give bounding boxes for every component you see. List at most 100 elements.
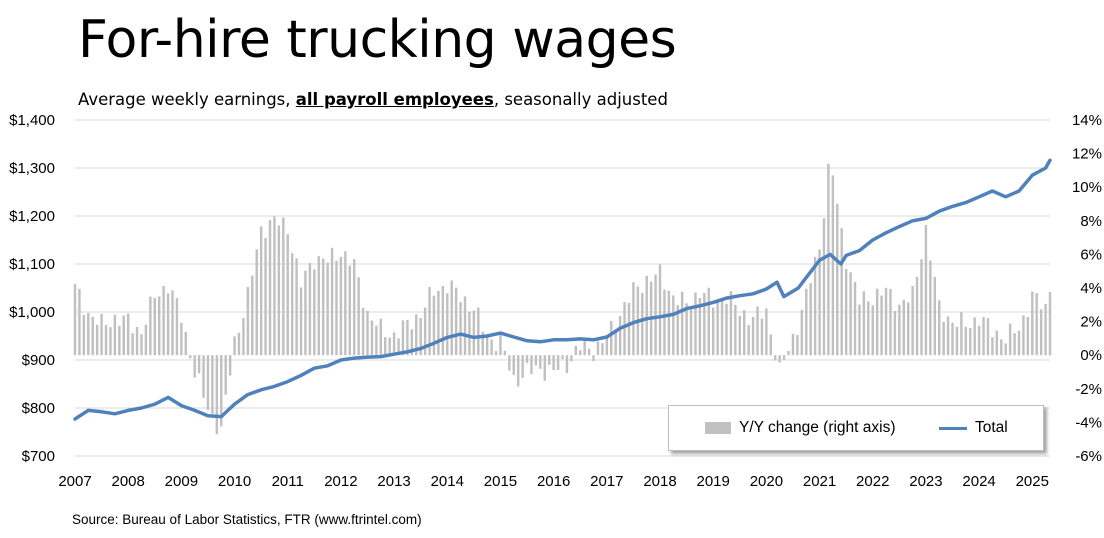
yy-bar (220, 355, 223, 427)
yy-bar (698, 297, 702, 356)
yy-bar (184, 331, 188, 356)
yy-bar (95, 324, 99, 356)
yy-bar (725, 303, 728, 356)
yy-bar (308, 263, 312, 356)
yy-bar (259, 226, 263, 356)
right-tick-label: 0% (1080, 347, 1102, 364)
yy-bar (299, 287, 303, 356)
right-tick-label: 10% (1072, 179, 1102, 196)
yy-bar (140, 334, 143, 356)
x-tick-label: 2021 (803, 473, 836, 490)
left-tick-label: $800 (22, 400, 55, 417)
yy-bar (428, 287, 431, 356)
yy-bar (632, 282, 635, 356)
x-tick-label: 2010 (218, 473, 251, 490)
yy-bar (1031, 291, 1034, 356)
yy-bar (525, 355, 529, 363)
yy-bar (605, 337, 609, 356)
yy-bar (579, 350, 582, 356)
yy-bar (964, 326, 968, 356)
yy-bar (126, 313, 130, 356)
yy-bar (335, 260, 338, 356)
yy-bar (977, 325, 981, 356)
left-tick-label: $1,000 (9, 304, 55, 321)
x-tick-label: 2016 (537, 473, 570, 490)
yy-bar (437, 290, 440, 356)
yy-bar (344, 251, 347, 356)
yy-bar (189, 355, 192, 359)
yy-bar (499, 334, 502, 356)
yy-bar (149, 296, 152, 356)
yy-bar (778, 355, 781, 363)
yy-bar (942, 321, 945, 356)
yy-bar (277, 225, 281, 356)
yy-bar (920, 259, 923, 356)
yy-bar (765, 308, 768, 356)
legend-label-total: Total (975, 419, 1008, 436)
yy-bar (273, 216, 276, 356)
yy-bar (703, 292, 706, 356)
yy-bar (951, 322, 954, 356)
yy-bar (104, 324, 108, 356)
yy-bar (973, 317, 976, 356)
yy-bar (419, 317, 422, 356)
yy-bar (844, 268, 848, 356)
right-tick-label: 6% (1080, 246, 1102, 263)
yy-bar (552, 355, 555, 371)
yy-bar (197, 355, 201, 374)
yy-bar (224, 355, 227, 395)
yy-bar (1022, 315, 1025, 356)
yy-bar (791, 333, 795, 356)
yy-bar (494, 350, 498, 356)
yy-bar (384, 337, 387, 356)
yy-bar (969, 328, 972, 356)
yy-bar (481, 331, 484, 356)
yy-bar (321, 258, 325, 356)
yy-bar (415, 314, 418, 356)
yy-bar (623, 302, 626, 356)
yy-bar (485, 337, 489, 356)
yy-bar (392, 332, 396, 356)
yy-bar (162, 285, 165, 356)
left-tick-label: $900 (22, 352, 55, 369)
yy-bar (805, 288, 808, 356)
yy-bar (490, 339, 493, 356)
yy-bar (313, 269, 316, 356)
yy-bar (282, 217, 285, 356)
chart-legend: Y/Y change (right axis) Total (668, 405, 1044, 451)
left-tick-label: $1,300 (9, 160, 55, 177)
x-tick-label: 2017 (590, 473, 623, 490)
x-tick-label: 2011 (272, 473, 304, 490)
right-tick-label: 8% (1080, 213, 1102, 230)
yy-bar (193, 355, 196, 378)
yy-bar (689, 307, 693, 356)
yy-bar (641, 293, 644, 356)
yy-bar (601, 343, 604, 356)
yy-bar (1000, 339, 1003, 356)
yy-bar (215, 355, 219, 435)
yy-bar (610, 321, 613, 356)
yy-bar (929, 260, 932, 356)
yy-bar (468, 311, 471, 356)
left-tick-label: $1,200 (9, 208, 55, 225)
yy-bar (144, 324, 148, 356)
yy-bar (286, 234, 289, 356)
yy-bar (982, 316, 985, 356)
yy-bar (906, 302, 910, 356)
yy-bars (73, 163, 1052, 435)
yy-bar (521, 355, 524, 378)
yy-bar (960, 312, 963, 356)
yy-bar (441, 285, 445, 356)
yy-bar (627, 303, 631, 356)
yy-bar (450, 280, 453, 356)
yy-bar (574, 345, 578, 356)
yy-bar (849, 272, 852, 356)
yy-bar (822, 218, 826, 356)
yy-bar (153, 297, 156, 356)
yy-bar (827, 163, 830, 356)
yy-bar (171, 290, 174, 356)
legend-swatch-line (939, 426, 967, 430)
yy-bar (751, 316, 755, 356)
yy-bar (264, 238, 267, 356)
